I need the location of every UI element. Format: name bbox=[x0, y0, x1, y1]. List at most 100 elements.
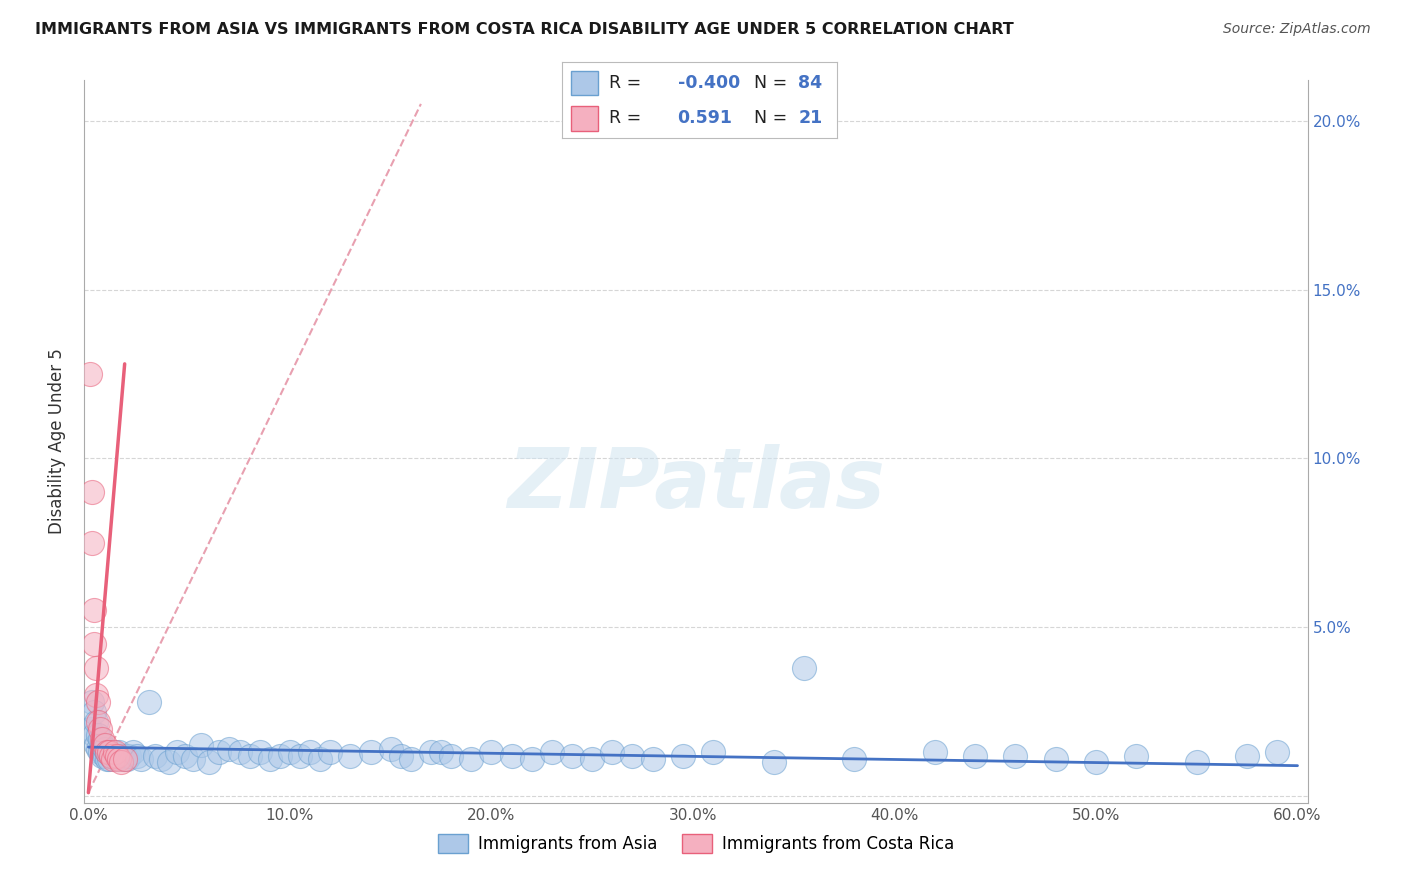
Point bbox=[844, 752, 866, 766]
Text: 84: 84 bbox=[799, 74, 823, 92]
Point bbox=[190, 739, 212, 753]
Y-axis label: Disability Age Under 5: Disability Age Under 5 bbox=[48, 349, 66, 534]
Point bbox=[91, 748, 114, 763]
Point bbox=[581, 752, 603, 766]
Point bbox=[420, 745, 443, 759]
Point bbox=[440, 748, 463, 763]
Point bbox=[309, 752, 332, 766]
Point bbox=[399, 752, 422, 766]
Point bbox=[82, 694, 104, 708]
Point bbox=[360, 745, 382, 759]
Point bbox=[1085, 756, 1108, 770]
Point bbox=[481, 745, 503, 759]
Point bbox=[111, 752, 134, 766]
Point bbox=[1185, 756, 1208, 770]
Point bbox=[97, 745, 120, 759]
Point bbox=[641, 752, 664, 766]
Text: IMMIGRANTS FROM ASIA VS IMMIGRANTS FROM COSTA RICA DISABILITY AGE UNDER 5 CORREL: IMMIGRANTS FROM ASIA VS IMMIGRANTS FROM … bbox=[35, 22, 1014, 37]
Point bbox=[93, 739, 115, 753]
Point bbox=[118, 748, 141, 763]
Point bbox=[110, 756, 132, 770]
Point bbox=[1236, 748, 1258, 763]
Point bbox=[83, 637, 105, 651]
Point bbox=[460, 752, 482, 766]
Point bbox=[83, 728, 105, 742]
Text: Source: ZipAtlas.com: Source: ZipAtlas.com bbox=[1223, 22, 1371, 37]
Point bbox=[82, 485, 104, 500]
Point bbox=[181, 752, 204, 766]
Point bbox=[79, 722, 101, 736]
Point bbox=[107, 745, 129, 759]
Point bbox=[561, 748, 583, 763]
Point bbox=[96, 745, 118, 759]
Text: ZIPatlas: ZIPatlas bbox=[508, 444, 884, 525]
Point bbox=[107, 752, 129, 766]
FancyBboxPatch shape bbox=[571, 106, 598, 130]
Point bbox=[299, 745, 322, 759]
Legend: Immigrants from Asia, Immigrants from Costa Rica: Immigrants from Asia, Immigrants from Co… bbox=[432, 827, 960, 860]
Point bbox=[762, 756, 785, 770]
Point bbox=[103, 745, 125, 759]
Point bbox=[110, 748, 132, 763]
Point bbox=[87, 714, 110, 729]
Point bbox=[702, 745, 724, 759]
Point bbox=[672, 748, 695, 763]
Point bbox=[269, 748, 291, 763]
Point bbox=[89, 722, 111, 736]
Point bbox=[86, 714, 108, 729]
Point bbox=[103, 748, 125, 763]
Point bbox=[143, 748, 166, 763]
Point bbox=[100, 748, 122, 763]
FancyBboxPatch shape bbox=[571, 70, 598, 95]
Point bbox=[101, 745, 124, 759]
Point bbox=[380, 741, 402, 756]
Point bbox=[114, 752, 136, 766]
Point bbox=[198, 756, 221, 770]
Point bbox=[259, 752, 281, 766]
Point bbox=[96, 752, 118, 766]
Point bbox=[218, 741, 240, 756]
Point bbox=[86, 739, 108, 753]
Point bbox=[115, 752, 138, 766]
Point bbox=[149, 752, 172, 766]
Point bbox=[924, 745, 946, 759]
Point bbox=[319, 745, 342, 759]
Point bbox=[1045, 752, 1067, 766]
Point bbox=[89, 731, 111, 746]
Point bbox=[87, 741, 110, 756]
Point bbox=[101, 752, 124, 766]
Point bbox=[89, 745, 111, 759]
Point bbox=[1267, 745, 1289, 759]
Point bbox=[86, 688, 108, 702]
Point bbox=[501, 748, 523, 763]
Point bbox=[87, 694, 110, 708]
Point bbox=[208, 745, 231, 759]
Point bbox=[239, 748, 262, 763]
Point bbox=[79, 367, 101, 381]
Point bbox=[100, 748, 122, 763]
Point bbox=[541, 745, 564, 759]
Point bbox=[91, 739, 114, 753]
Point bbox=[91, 731, 114, 746]
Point bbox=[602, 745, 624, 759]
Point bbox=[288, 748, 311, 763]
Text: R =: R = bbox=[609, 74, 641, 92]
Point bbox=[114, 748, 136, 763]
Point bbox=[121, 745, 143, 759]
Point bbox=[83, 603, 105, 617]
Point bbox=[621, 748, 644, 763]
Point bbox=[339, 748, 361, 763]
Text: N =: N = bbox=[754, 74, 787, 92]
Point bbox=[157, 756, 180, 770]
Point bbox=[278, 745, 301, 759]
Point bbox=[105, 748, 128, 763]
Point bbox=[86, 661, 108, 675]
Point bbox=[965, 748, 987, 763]
Point bbox=[82, 536, 104, 550]
Point bbox=[430, 745, 453, 759]
Point bbox=[93, 748, 115, 763]
Point bbox=[520, 752, 543, 766]
Point bbox=[97, 745, 120, 759]
Point bbox=[129, 752, 152, 766]
Point bbox=[97, 752, 120, 766]
